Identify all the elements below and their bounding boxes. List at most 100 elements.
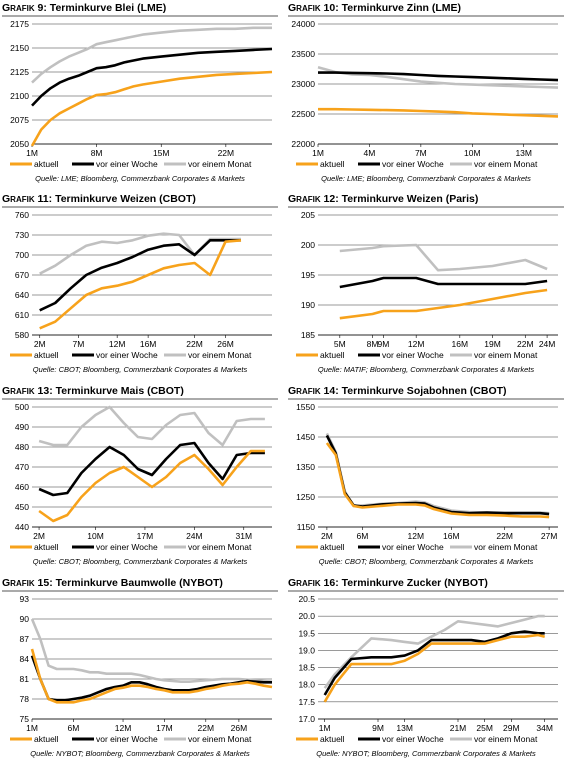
chart-source: Quelle: CBOT; Bloomberg, Commerzbank Cor…: [318, 557, 534, 566]
legend-label-woche: vor einer Woche: [382, 159, 444, 169]
x-tick-label: 6M: [357, 531, 369, 541]
legend-label-monat: vor einem Monat: [474, 734, 538, 744]
title-number: 9: [34, 2, 44, 14]
y-tick-label: 730: [15, 230, 29, 240]
y-tick-label: 23500: [291, 49, 315, 59]
chart-source: Quelle: CBOT; Bloomberg, Commerzbank Cor…: [32, 557, 248, 566]
x-tick-label: 8M: [367, 339, 379, 349]
y-tick-label: 640: [15, 290, 29, 300]
series-line-aktuell: [38, 449, 265, 523]
y-tick-label: 190: [301, 300, 315, 310]
y-tick-label: 200: [301, 240, 315, 250]
series-line-woche: [38, 441, 265, 497]
x-tick-label: 13M: [396, 723, 413, 733]
y-tick-label: 2150: [10, 43, 29, 53]
chart-svg: 22000 22500 23000 23500 24000 1M 4M 7M 10M 13M akt…: [291, 19, 559, 169]
y-tick-label: 22000: [291, 139, 315, 149]
series-line-aktuell: [325, 442, 550, 519]
series-line-woche: [318, 71, 559, 82]
legend-label-monat: vor einem Monat: [188, 542, 252, 552]
chart-title: GRAFIK 9: Terminkurve Blei (LME): [2, 2, 278, 17]
legend-label-monat: vor einem Monat: [474, 350, 538, 360]
title-text: : Terminkurve Weizen (Paris): [335, 193, 479, 205]
x-tick-label: 27M: [541, 531, 558, 541]
y-tick-label: 19.5: [298, 628, 315, 638]
y-tick-label: 90: [20, 614, 30, 624]
series-line-aktuell: [339, 288, 548, 320]
x-tick-label: 5M: [334, 339, 346, 349]
y-tick-label: 460: [15, 482, 29, 492]
legend-label-aktuell: aktuell: [34, 350, 59, 360]
chart-source: Quelle: CBOT; Bloomberg, Commerzbank Cor…: [32, 365, 248, 374]
legend-label-monat: vor einem Monat: [474, 159, 538, 169]
y-tick-label: 670: [15, 270, 29, 280]
y-tick-label: 93: [20, 594, 30, 604]
series-line-woche: [339, 276, 548, 289]
chart-title: GRAFIK 14: Terminkurve Sojabohnen (CBOT): [288, 385, 564, 400]
chart-svg: 185 190 195 200 205 5M 8M 9M 12M 16M 19M 22M 24M aktu…: [296, 210, 558, 360]
title-prefix-first: G: [2, 577, 11, 589]
x-tick-label: 22M: [198, 723, 215, 733]
title-prefix-rest: RAFIK: [296, 387, 321, 396]
y-tick-label: 2050: [10, 139, 29, 149]
chart-source: Quelle: LME; Bloomberg, Commerzbank Corp…: [35, 174, 245, 183]
y-tick-label: 2125: [10, 67, 29, 77]
chart-source: Quelle: NYBOT; Bloomberg, Commerzbank Co…: [30, 749, 250, 758]
y-tick-label: 23000: [291, 79, 315, 89]
y-tick-label: 480: [15, 442, 29, 452]
y-tick-label: 205: [301, 210, 315, 220]
x-tick-label: 7M: [73, 339, 85, 349]
legend-label-aktuell: aktuell: [34, 542, 59, 552]
chart-title: GRAFIK 13: Terminkurve Mais (CBOT): [2, 385, 278, 400]
y-tick-label: 2175: [10, 19, 29, 29]
title-number: 13: [34, 385, 50, 397]
title-text: : Terminkurve Mais (CBOT): [49, 385, 184, 397]
series-line-woche: [39, 238, 241, 312]
x-tick-label: 19M: [484, 339, 501, 349]
title-text: : Terminkurve Weizen (CBOT): [48, 193, 196, 205]
x-tick-label: 15M: [153, 148, 170, 158]
x-tick-label: 1M: [319, 723, 331, 733]
y-tick-label: 450: [15, 502, 29, 512]
x-tick-label: 26M: [217, 339, 234, 349]
y-tick-label: 1550: [296, 402, 315, 412]
title-number: 10: [320, 2, 336, 14]
x-tick-label: 34M: [536, 723, 553, 733]
x-tick-label: 22M: [218, 148, 235, 158]
y-tick-label: 1250: [296, 492, 315, 502]
chart-svg: 75 78 81 84 87 90 93 1M 6M 12M 17M 22M 26M aktuell vor…: [10, 594, 273, 744]
title-prefix-rest: RAFIK: [296, 4, 321, 13]
y-tick-label: 1350: [296, 462, 315, 472]
x-tick-label: 16M: [140, 339, 157, 349]
x-tick-label: 7M: [415, 148, 427, 158]
x-tick-label: 16M: [452, 339, 469, 349]
y-tick-label: 18.0: [298, 680, 315, 690]
chart-source: Quelle: LME; Bloomberg, Commerzbank Corp…: [321, 174, 531, 183]
x-tick-label: 16M: [443, 531, 460, 541]
y-tick-label: 20.5: [298, 594, 315, 604]
y-tick-label: 84: [20, 654, 30, 664]
title-prefix-first: G: [2, 385, 11, 397]
series-line-aktuell: [323, 633, 546, 703]
x-tick-label: 17M: [137, 531, 154, 541]
title-prefix-first: G: [2, 193, 11, 205]
series-line-monat: [38, 405, 265, 447]
x-tick-label: 29M: [503, 723, 520, 733]
series-line-aktuell: [39, 239, 242, 330]
legend-label-woche: vor einer Woche: [382, 350, 444, 360]
x-tick-label: 2M: [34, 339, 46, 349]
y-tick-label: 580: [15, 330, 29, 340]
y-tick-label: 75: [20, 714, 30, 724]
legend-label-monat: vor einem Monat: [188, 350, 252, 360]
x-tick-label: 12M: [408, 531, 425, 541]
legend-label-woche: vor einer Woche: [96, 734, 158, 744]
chart-title: GRAFIK 16: Terminkurve Zucker (NYBOT): [288, 577, 564, 592]
legend-label-aktuell: aktuell: [320, 159, 345, 169]
chart-panel-14: GRAFIK 14: Terminkurve Sojabohnen (CBOT)…: [288, 385, 564, 571]
legend-label-monat: vor einem Monat: [188, 159, 252, 169]
title-prefix-first: G: [288, 2, 297, 14]
x-tick-label: 12M: [408, 339, 425, 349]
y-tick-label: 78: [20, 694, 30, 704]
x-tick-label: 1M: [26, 148, 38, 158]
x-tick-label: 2M: [321, 531, 333, 541]
